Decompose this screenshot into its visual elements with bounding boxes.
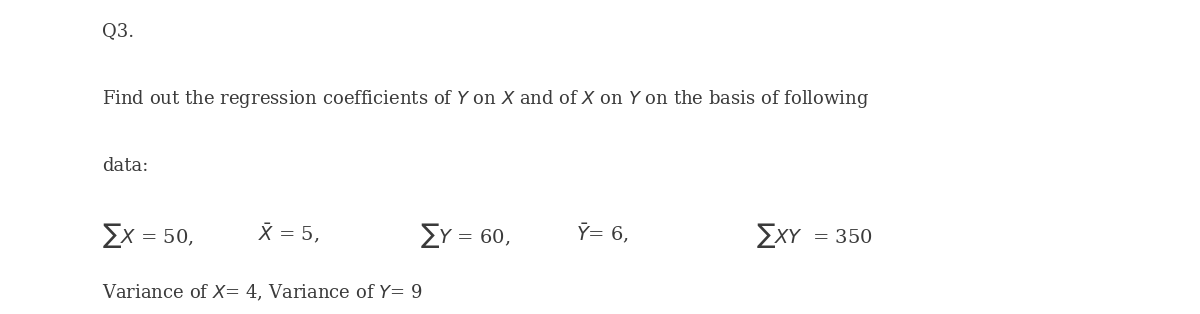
- Text: $\bar{\mathit{Y}}$= 6,: $\bar{\mathit{Y}}$= 6,: [576, 221, 629, 246]
- Text: Find out the regression coefficients of $\mathit{Y}$ on $\mathit{X}$ and of $\ma: Find out the regression coefficients of …: [102, 88, 869, 110]
- Text: $\bar{\mathit{X}}$ = 5,: $\bar{\mathit{X}}$ = 5,: [258, 221, 319, 246]
- Text: $\sum \mathit{Y}$ = 60,: $\sum \mathit{Y}$ = 60,: [420, 221, 510, 250]
- Text: $\sum \mathit{X}$ = 50,: $\sum \mathit{X}$ = 50,: [102, 221, 193, 250]
- Text: data:: data:: [102, 157, 149, 175]
- Text: Variance of $\mathit{X}$= 4, Variance of $\mathit{Y}$= 9: Variance of $\mathit{X}$= 4, Variance of…: [102, 283, 422, 303]
- Text: $\sum \mathit{XY}$  = 350: $\sum \mathit{XY}$ = 350: [756, 221, 872, 250]
- Text: Q3.: Q3.: [102, 22, 134, 40]
